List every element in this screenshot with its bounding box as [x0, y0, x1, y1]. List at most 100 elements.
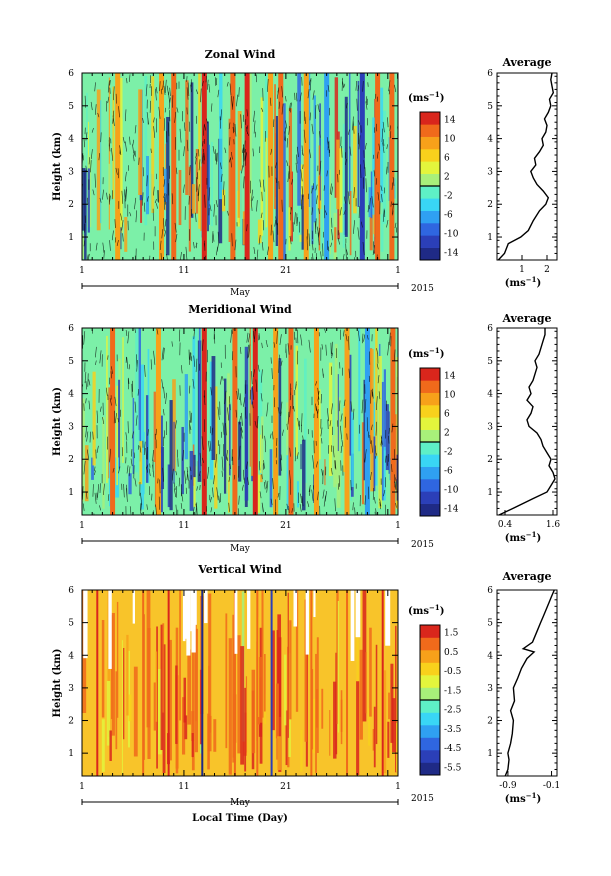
wind-streak [128, 473, 132, 495]
wind-feature-band [115, 73, 121, 260]
wind-streak [227, 373, 230, 480]
colorbar-segment [420, 737, 440, 751]
wind-streak [167, 464, 171, 508]
wind-streak [260, 97, 264, 236]
colorbar-segment [420, 380, 440, 393]
average-title: Average [501, 312, 551, 325]
wind-feature-band [230, 73, 236, 260]
x-tick-label: 1 [395, 521, 401, 531]
x-tick-label: 1 [395, 266, 401, 276]
missing-data-gap [350, 590, 355, 661]
wind-streak [143, 432, 145, 495]
wind-streak [187, 649, 192, 725]
wind-streak [109, 730, 112, 761]
wind-streak [123, 647, 125, 740]
wind-streak [138, 328, 142, 462]
avg-unit-exponent: −1 [526, 791, 537, 800]
wind-streak [396, 722, 398, 772]
wind-streak [395, 625, 397, 773]
x-tick-label: 11 [178, 782, 189, 792]
average-unit: (ms−1) [505, 530, 541, 544]
wind-streak [359, 649, 363, 740]
wind-streak [348, 354, 352, 456]
wind-streak [315, 653, 317, 773]
wind-streak [318, 389, 321, 460]
wind-streak [388, 692, 390, 720]
colorbar-label: 2 [444, 428, 450, 438]
wind-streak [315, 689, 319, 728]
wind-streak [122, 337, 124, 463]
colorbar-segment [420, 625, 440, 638]
colorbar-segment [420, 198, 440, 211]
wind-streak [318, 145, 321, 251]
wind-streak [334, 343, 338, 485]
wind-streak [178, 169, 182, 226]
wind-streak [288, 108, 293, 236]
wind-streak [356, 595, 359, 741]
year-label: 2015 [411, 540, 434, 550]
missing-data-gap [313, 590, 316, 618]
missing-data-gap [204, 590, 208, 624]
missing-data-gap [385, 590, 391, 646]
wind-streak [334, 227, 337, 253]
wind-streak [321, 138, 323, 249]
missing-data-gap [182, 590, 186, 642]
wind-streak [342, 123, 345, 248]
wind-streak [304, 599, 308, 742]
colorbar-segment [420, 712, 440, 726]
wind-streak [101, 619, 105, 718]
wind-streak [336, 590, 339, 725]
x-tick-label: 1 [79, 782, 85, 792]
y-tick-label: 4 [68, 651, 74, 661]
wind-streak [261, 590, 264, 718]
colorbar-label: 14 [444, 371, 456, 381]
wind-streak [198, 73, 201, 229]
wind-streak [324, 459, 326, 486]
wind-streak [245, 676, 248, 753]
missing-data-gap [184, 590, 188, 639]
colorbar-label: -2.5 [444, 706, 462, 716]
wind-streak [108, 387, 111, 479]
wind-streak [348, 73, 351, 197]
wind-streak [138, 89, 143, 195]
wind-streak [372, 117, 375, 215]
panel-title: Meridional Wind [188, 303, 292, 316]
wind-streak [373, 706, 376, 768]
colorbar-segment [420, 491, 440, 504]
y-tick-label: 1 [68, 488, 74, 498]
colorbar-segment [420, 725, 440, 738]
wind-feature-band [201, 590, 204, 776]
average-unit: (ms−1) [505, 275, 541, 289]
wind-feature-band [155, 328, 161, 515]
wind-streak [184, 715, 188, 740]
wind-streak [191, 619, 195, 771]
wind-feature-band [233, 590, 236, 776]
average-frame [496, 589, 558, 777]
wind-streak [274, 84, 276, 210]
wind-streak [145, 395, 149, 483]
wind-streak [385, 404, 389, 471]
colorbar-label: -14 [444, 249, 459, 259]
wind-streak [333, 681, 337, 759]
wind-streak [308, 73, 311, 207]
wind-streak [370, 349, 374, 492]
avg-y-tick-label: 5 [487, 102, 493, 112]
wind-streak [363, 379, 366, 481]
x-tick-label: 1 [79, 266, 85, 276]
wind-streak [375, 328, 378, 456]
wind-streak [329, 710, 331, 756]
average-profile-line [498, 328, 556, 516]
unit-exponent: −1 [429, 90, 440, 99]
wind-streak [190, 82, 194, 218]
wind-streak [295, 590, 299, 712]
y-tick-label: 3 [68, 167, 74, 177]
colorbar-label: -6 [444, 211, 453, 221]
colorbar-label: -1.5 [444, 686, 462, 696]
avg-unit-close: ) [536, 533, 541, 544]
missing-data-gap [355, 590, 361, 638]
missing-data-gap [132, 590, 135, 624]
colorbar-label: 6 [444, 409, 450, 419]
wind-feature-band [256, 590, 259, 776]
